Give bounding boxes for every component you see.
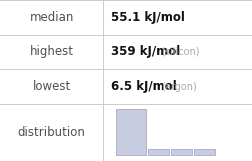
Bar xyxy=(194,149,215,155)
Text: highest: highest xyxy=(30,45,74,58)
Text: (argon): (argon) xyxy=(161,81,196,92)
Text: 6.5 kJ/mol: 6.5 kJ/mol xyxy=(111,80,177,93)
Text: lowest: lowest xyxy=(33,80,71,93)
Text: 55.1 kJ/mol: 55.1 kJ/mol xyxy=(111,11,185,24)
Bar xyxy=(171,149,192,155)
Text: (silicon): (silicon) xyxy=(161,47,199,57)
Bar xyxy=(148,149,169,155)
Bar xyxy=(116,109,146,155)
Text: 359 kJ/mol: 359 kJ/mol xyxy=(111,45,180,58)
Text: median: median xyxy=(29,11,74,24)
Text: distribution: distribution xyxy=(18,126,86,139)
